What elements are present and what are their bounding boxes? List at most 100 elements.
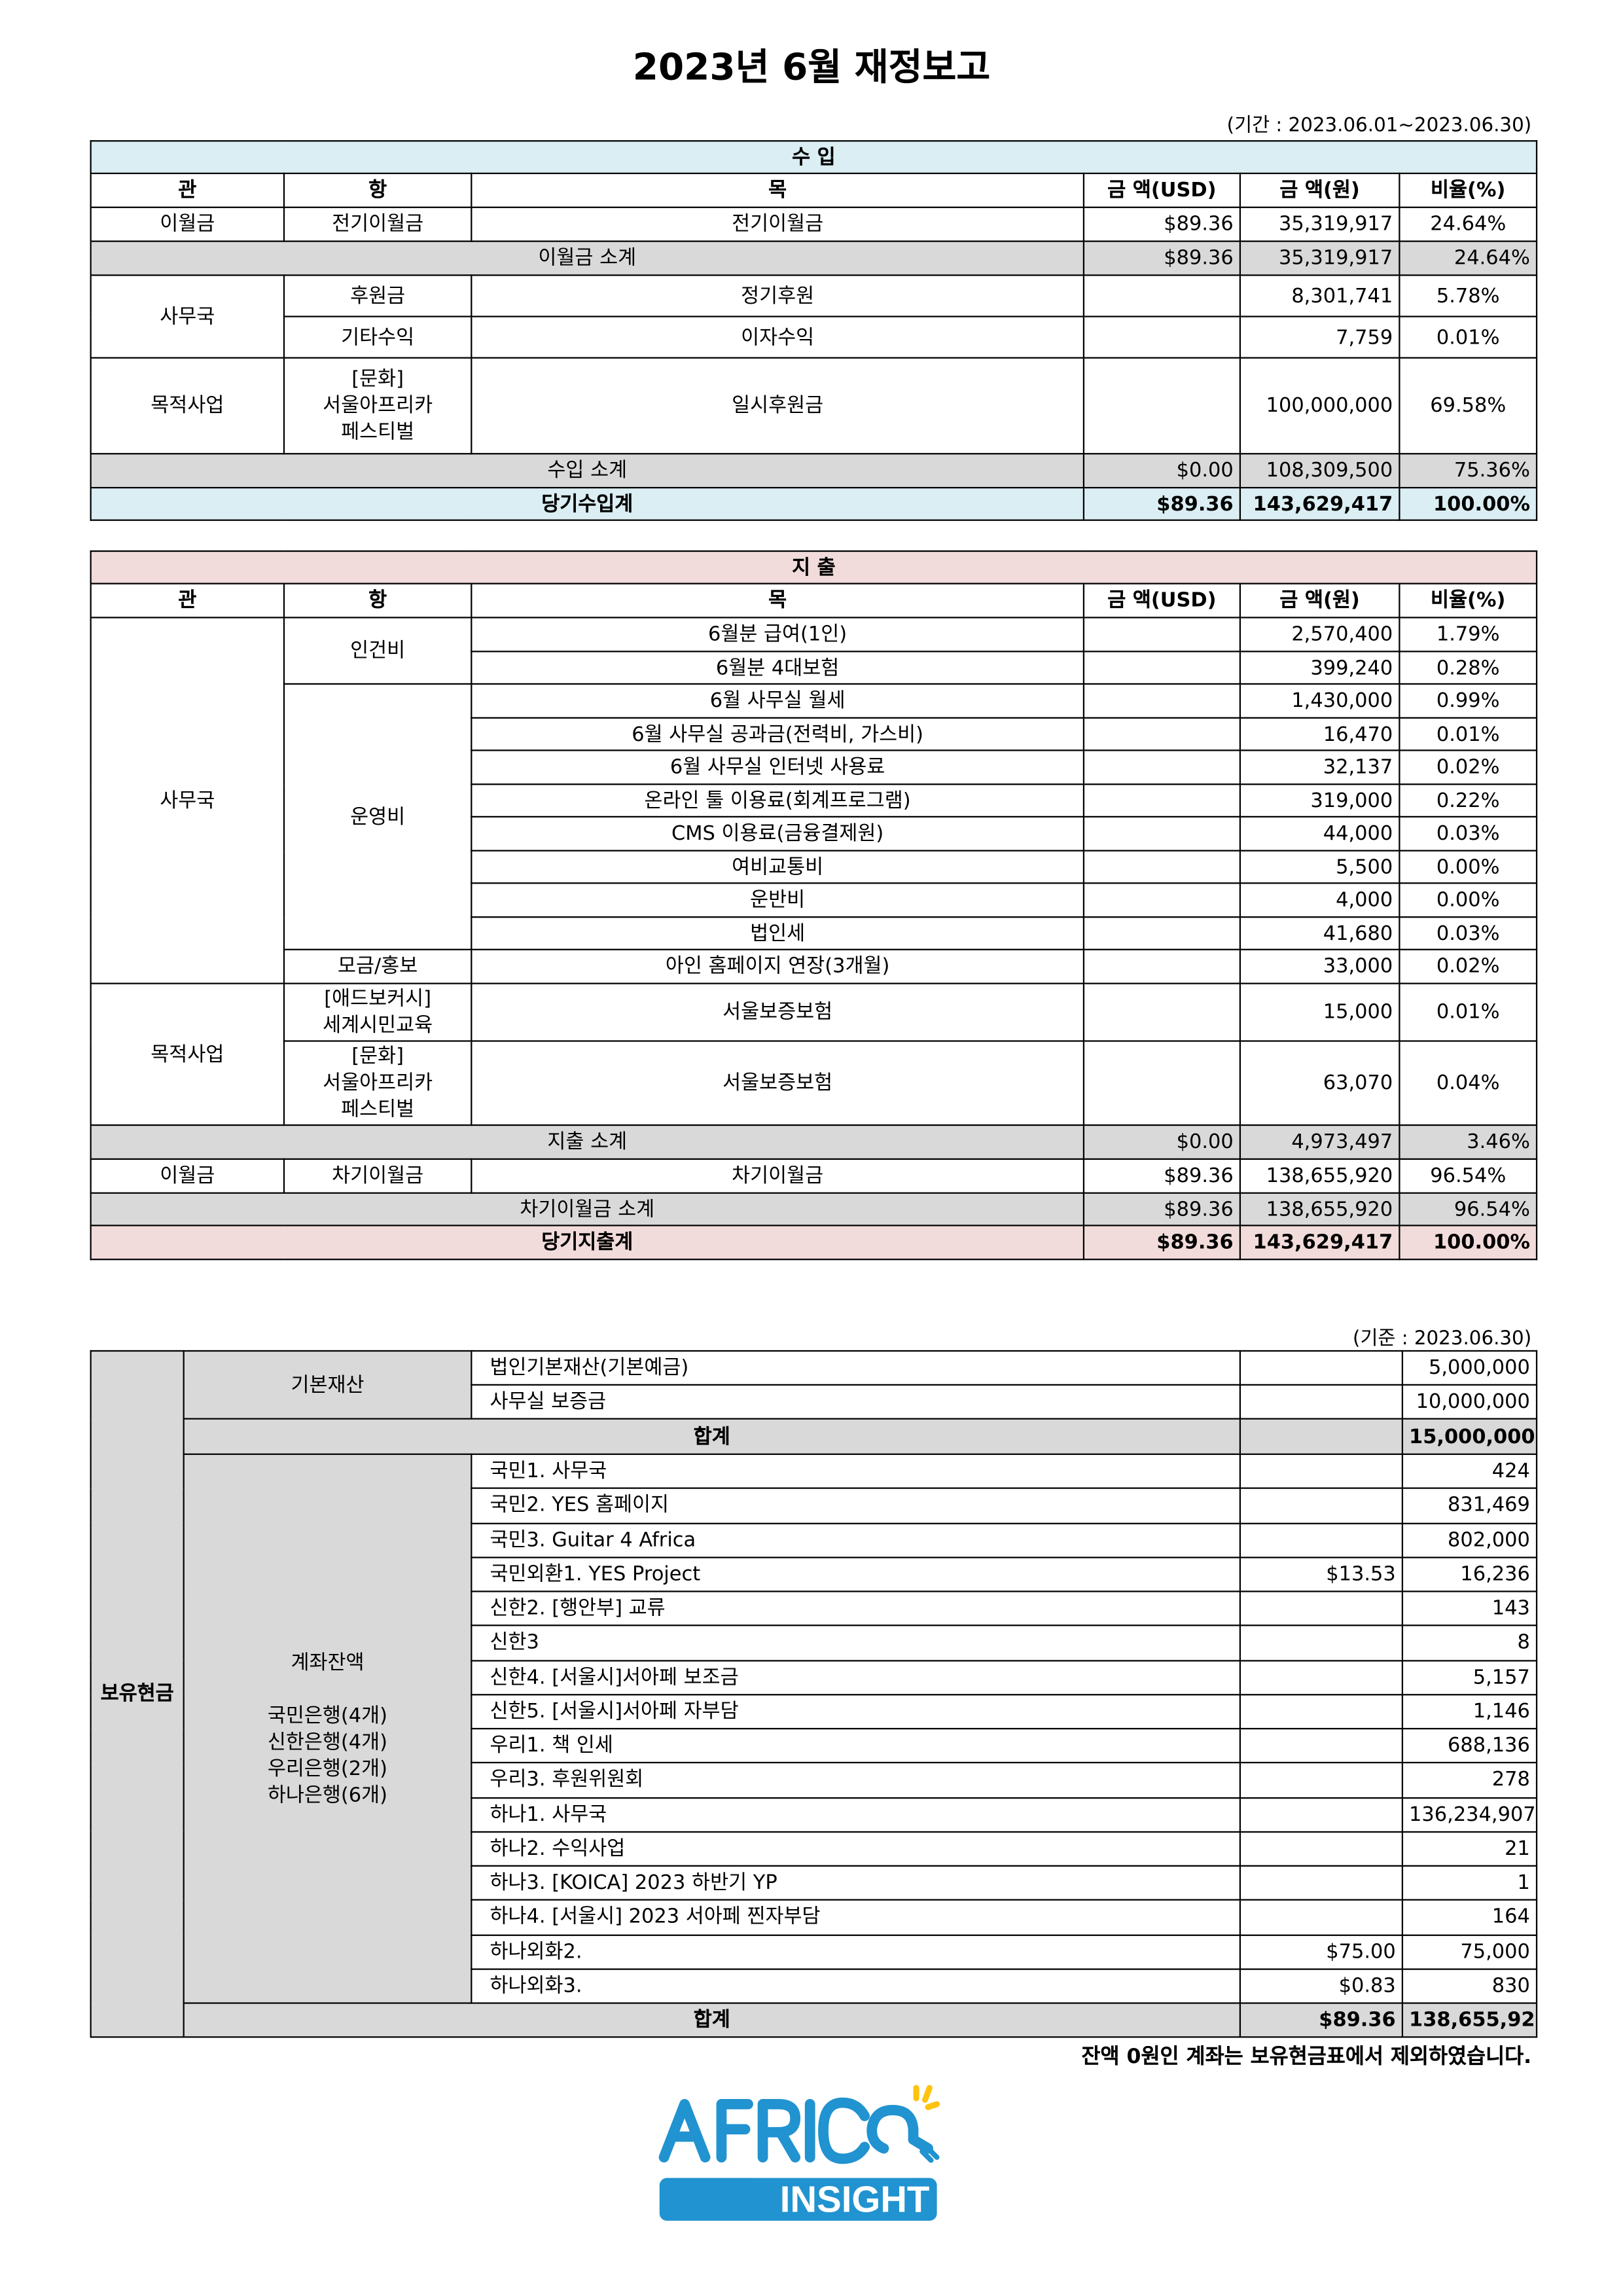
- mok-cell: 전기이월금: [471, 206, 1085, 242]
- table-row: 신한4. [서울시]서아페 보조금 5,157: [91, 1659, 1538, 1695]
- krw-cell: 424: [1401, 1453, 1538, 1490]
- subtotal-pct: 3.46%: [1399, 1124, 1538, 1160]
- pct-cell: 0.04%: [1399, 1040, 1538, 1126]
- subtotal-krw: 4,973,497: [1239, 1124, 1400, 1160]
- mok-cell: 아인 홈페이지 연장(3개월): [471, 948, 1085, 984]
- pct-cell: 0.01%: [1399, 315, 1538, 359]
- hang-cell: [애드보커시] 세계시민교육: [283, 982, 473, 1042]
- subtotal-usd: $0.00: [1082, 453, 1241, 489]
- mok-cell: 6월분 4대보험: [471, 651, 1085, 685]
- table-row: 지출 소계 $0.00 4,973,497 3.46%: [90, 1124, 1538, 1160]
- account-name: 국민2. YES 홈페이지: [471, 1488, 1241, 1524]
- mok-cell: 서울보증보험: [471, 1040, 1085, 1126]
- table-row: 법인세 41,680 0.03%: [91, 916, 1538, 950]
- gwan-cell: 목적사업: [90, 982, 285, 1126]
- hang-cell: 기타수익: [283, 315, 473, 359]
- account-name: 사무실 보증금: [471, 1384, 1241, 1420]
- table-row: 6월 사무실 공과금(전력비, 가스비) 16,470 0.01%: [91, 717, 1538, 751]
- account-name: 신한5. [서울시]서아페 자부담: [471, 1693, 1241, 1730]
- accounts-total-usd: $89.36: [1239, 2002, 1404, 2038]
- krw-cell: 16,236: [1401, 1556, 1538, 1592]
- table-row: 하나2. 수익사업 21: [91, 1831, 1538, 1867]
- krw-cell: 21: [1401, 1831, 1538, 1867]
- mok-cell: 차기이월금: [471, 1158, 1085, 1194]
- krw-cell: 5,000,000: [1401, 1350, 1538, 1386]
- hang-cell: 차기이월금: [283, 1158, 473, 1194]
- krw-cell: 2,570,400: [1239, 617, 1400, 653]
- krw-cell: 136,234,907: [1401, 1796, 1538, 1833]
- subtotal-usd: $0.00: [1082, 1124, 1241, 1160]
- krw-cell: 5,157: [1401, 1659, 1538, 1695]
- pct-cell: 0.22%: [1399, 783, 1538, 817]
- table-row: 국민2. YES 홈페이지 831,469: [91, 1488, 1538, 1524]
- krw-cell: 399,240: [1239, 651, 1400, 685]
- pct-cell: 1.79%: [1399, 617, 1538, 653]
- column-header: 금 액(USD): [1082, 583, 1241, 619]
- table-row: 사무국 후원금 정기후원 8,301,741 5.78%: [90, 274, 1538, 359]
- account-name: 우리3. 후원위원회: [471, 1762, 1241, 1799]
- subtotal-pct: 24.64%: [1399, 240, 1538, 276]
- page-title: 2023년 6월 재정보고: [632, 45, 991, 89]
- subtotal-label: 수입 소계: [90, 453, 1085, 489]
- table-row: 신한2. [행안부] 교류 143: [91, 1590, 1538, 1627]
- column-header: 관: [90, 583, 285, 619]
- krw-cell: 35,319,917: [1239, 206, 1400, 242]
- column-header: 금 액(USD): [1082, 172, 1241, 208]
- krw-cell: 4,000: [1239, 882, 1400, 918]
- usd-cell: $13.53: [1239, 1556, 1404, 1592]
- account-name: 신한3: [471, 1624, 1241, 1661]
- holdings-label: 보유현금: [90, 1350, 185, 2038]
- table-row: 하나1. 사무국 136,234,907: [91, 1796, 1538, 1833]
- subtotal-label: 지출 소계: [90, 1124, 1085, 1160]
- krw-cell: 831,469: [1401, 1488, 1538, 1524]
- usd-cell: [1239, 1488, 1404, 1524]
- pct-cell: 0.00%: [1399, 882, 1538, 918]
- krw-cell: 5,500: [1239, 850, 1400, 884]
- krw-cell: 15,000: [1239, 982, 1400, 1042]
- total-pct: 100.00%: [1399, 486, 1538, 521]
- table-row: 여비교통비 5,500 0.00%: [91, 850, 1538, 884]
- hang-cell: 모금/홍보: [283, 948, 473, 984]
- table-row: 목적사업 [애드보커시] 세계시민교육 서울보증보험 15,000 0.01%: [90, 982, 1538, 1126]
- gwan-cell: 사무국: [90, 274, 285, 359]
- basic-total-usd: [1239, 1418, 1404, 1455]
- mok-cell: 이자수익: [471, 315, 1085, 359]
- usd-cell: [1239, 1384, 1404, 1420]
- krw-cell: 1,146: [1401, 1693, 1538, 1730]
- table-row: 당기지출계 $89.36 143,629,417 100.00%: [90, 1225, 1538, 1261]
- mok-cell: CMS 이용료(금융결제원): [471, 816, 1085, 852]
- total-usd: $89.36: [1082, 486, 1241, 521]
- accounts-label: 계좌잔액 국민은행(4개) 신한은행(4개) 우리은행(2개) 하나은행(6개): [183, 1453, 473, 2004]
- table-row: [문화] 서울아프리카 페스티벌 서울보증보험 63,070 0.04%: [91, 1040, 1538, 1126]
- mok-cell: 법인세: [471, 916, 1085, 950]
- svg-text:INSIGHT: INSIGHT: [780, 2178, 930, 2219]
- usd-cell: $75.00: [1239, 1933, 1404, 1970]
- footnote: 잔액 0원인 계좌는 보유현금표에서 제외하였습니다.: [1081, 2045, 1532, 2069]
- period-note: (기간 : 2023.06.01~2023.06.30): [1226, 115, 1532, 137]
- pct-cell: 69.58%: [1399, 357, 1538, 455]
- krw-cell: 143: [1401, 1590, 1538, 1627]
- accounts-total-krw: 138,655,920: [1401, 2002, 1538, 2038]
- mok-cell: 6월 사무실 월세: [471, 683, 1085, 719]
- usd-cell: [1082, 816, 1241, 852]
- table-row: 6월분 4대보험 399,240 0.28%: [91, 651, 1538, 685]
- column-header: 금 액(원): [1239, 172, 1400, 208]
- table-row: 우리1. 책 인세 688,136: [91, 1728, 1538, 1764]
- mok-cell: 6월분 급여(1인): [471, 617, 1085, 653]
- usd-cell: [1082, 315, 1241, 359]
- column-header: 금 액(원): [1239, 583, 1400, 619]
- usd-cell: [1239, 1693, 1404, 1730]
- table-row: 신한3 8: [91, 1624, 1538, 1661]
- column-header: 항: [283, 172, 473, 208]
- usd-cell: [1239, 1728, 1404, 1764]
- basic-assets-label: 기본재산: [183, 1350, 473, 1420]
- column-header: 비율(%): [1399, 583, 1538, 619]
- krw-cell: 7,759: [1239, 315, 1400, 359]
- hang-cell: 전기이월금: [283, 206, 473, 242]
- subtotal-pct: 75.36%: [1399, 453, 1538, 489]
- holdings-table: 보유현금 기본재산 법인기본재산(기본예금) 5,000,000 사무실 보증금 10,0…: [90, 1350, 1538, 2038]
- account-name: 국민외환1. YES Project: [471, 1556, 1241, 1592]
- account-name: 법인기본재산(기본예금): [471, 1350, 1241, 1386]
